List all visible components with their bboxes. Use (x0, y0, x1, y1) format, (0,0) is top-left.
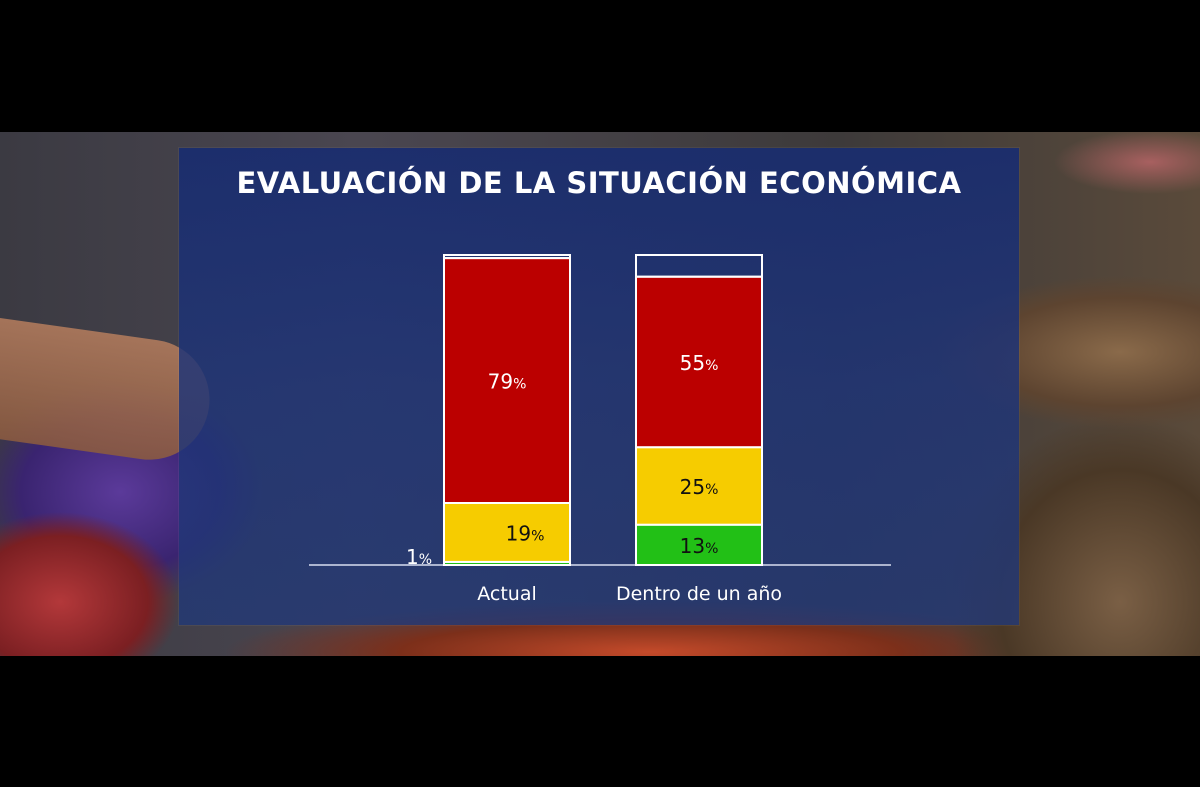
data-label-0-1: 19% (506, 521, 545, 545)
chart-plot: 1% 19% 79% Actual 13% 25% 55% Dentro de un año (309, 254, 891, 605)
category-label-0: Actual (477, 583, 537, 605)
bar-segment-1-1 (635, 446, 763, 526)
category-label-1: Dentro de un año (616, 583, 782, 605)
bar-outline-1 (635, 254, 763, 566)
chart-title: EVALUACIÓN DE LA SITUACIÓN ECONÓMICA (236, 166, 962, 200)
data-label-0-0: 1% (406, 545, 432, 569)
bar-segment-0-2 (443, 257, 571, 504)
bar-outline-0 (443, 254, 571, 566)
chart-panel: EVALUACIÓN DE LA SITUACIÓN ECONÓMICA 1% 1… (179, 148, 1019, 625)
data-label-1-0: 13% (680, 534, 719, 558)
data-label-0-2: 79% (488, 370, 527, 394)
data-label-1-2: 55% (680, 351, 719, 375)
data-label-1-1: 25% (680, 475, 719, 499)
bar-segment-1-3 (635, 254, 763, 278)
